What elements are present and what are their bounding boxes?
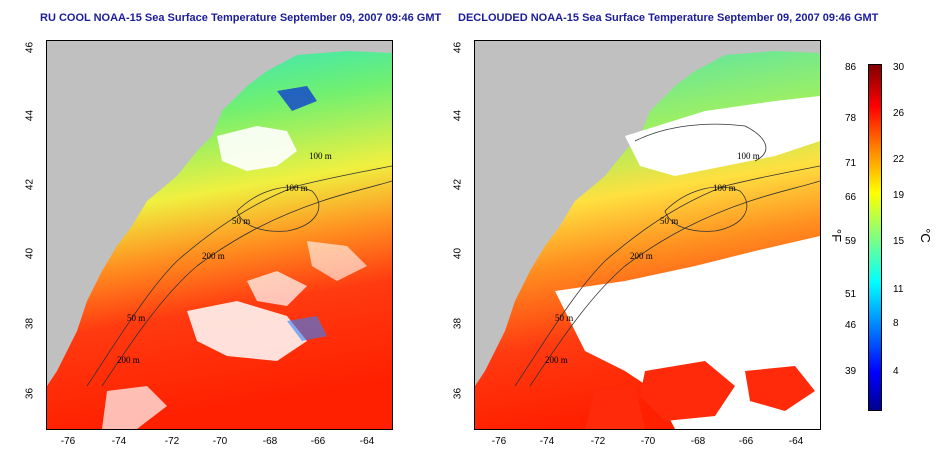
celsius-tick: 30 [893, 62, 905, 73]
x-tick: -72 [164, 436, 180, 447]
celsius-tick: 19 [893, 190, 905, 201]
y-tick: 38 [24, 317, 36, 330]
fahrenheit-tick: 39 [845, 366, 857, 377]
y-tick: 46 [452, 41, 464, 54]
fahrenheit-tick: 86 [845, 62, 857, 73]
y-tick: 44 [24, 109, 36, 122]
fahrenheit-tick: 78 [845, 113, 857, 124]
x-tick: -64 [359, 436, 375, 447]
celsius-tick: 8 [893, 318, 899, 329]
x-tick: -76 [60, 436, 76, 447]
y-tick: 40 [452, 247, 464, 260]
x-tick: -68 [690, 436, 706, 447]
y-tick: 44 [452, 109, 464, 122]
fahrenheit-tick: 59 [845, 236, 857, 247]
x-tick: -70 [212, 436, 228, 447]
x-tick: -64 [788, 436, 804, 447]
svg-text:200 m: 200 m [630, 251, 653, 261]
svg-text:100 m: 100 m [713, 183, 736, 193]
svg-text:50 m: 50 m [555, 313, 573, 323]
y-tick: 36 [452, 387, 464, 400]
celsius-tick: 4 [893, 366, 899, 377]
celsius-tick: 26 [893, 108, 905, 119]
temperature-colorbar [868, 64, 882, 411]
y-tick: 42 [24, 178, 36, 191]
svg-text:50 m: 50 m [127, 313, 145, 323]
celsius-tick: 15 [893, 236, 905, 247]
svg-text:100 m: 100 m [309, 151, 332, 161]
right-sst-map: 100 m 100 m 50 m 200 m 50 m 200 m [474, 40, 821, 430]
right-map-title: DECLOUDED NOAA-15 Sea Surface Temperatur… [458, 12, 879, 24]
y-tick: 36 [24, 387, 36, 400]
left-sst-map: 100 m 100 m 50 m 200 m 50 m 200 m [46, 40, 393, 430]
fahrenheit-tick: 46 [845, 320, 857, 331]
x-tick: -66 [738, 436, 754, 447]
y-tick: 46 [24, 41, 36, 54]
x-tick: -66 [310, 436, 326, 447]
x-tick: -74 [111, 436, 127, 447]
celsius-tick: 11 [893, 284, 904, 295]
x-tick: -68 [262, 436, 278, 447]
fahrenheit-tick: 71 [845, 158, 857, 169]
svg-text:200 m: 200 m [202, 251, 225, 261]
svg-text:50 m: 50 m [232, 216, 250, 226]
svg-text:50 m: 50 m [660, 216, 678, 226]
y-tick: 40 [24, 247, 36, 260]
svg-text:100 m: 100 m [285, 183, 308, 193]
fahrenheit-unit-label: °F [829, 228, 845, 243]
celsius-unit-label: °C [917, 228, 933, 243]
x-tick: -76 [491, 436, 507, 447]
svg-text:200 m: 200 m [117, 355, 140, 365]
left-map-title: RU COOL NOAA-15 Sea Surface Temperature … [40, 12, 442, 24]
fahrenheit-tick: 66 [845, 192, 857, 203]
y-tick: 38 [452, 317, 464, 330]
x-tick: -74 [539, 436, 555, 447]
celsius-tick: 22 [893, 154, 905, 165]
y-tick: 42 [452, 178, 464, 191]
svg-text:100 m: 100 m [737, 151, 760, 161]
x-tick: -70 [640, 436, 656, 447]
x-tick: -72 [590, 436, 606, 447]
fahrenheit-tick: 51 [845, 289, 857, 300]
svg-text:200 m: 200 m [545, 355, 568, 365]
